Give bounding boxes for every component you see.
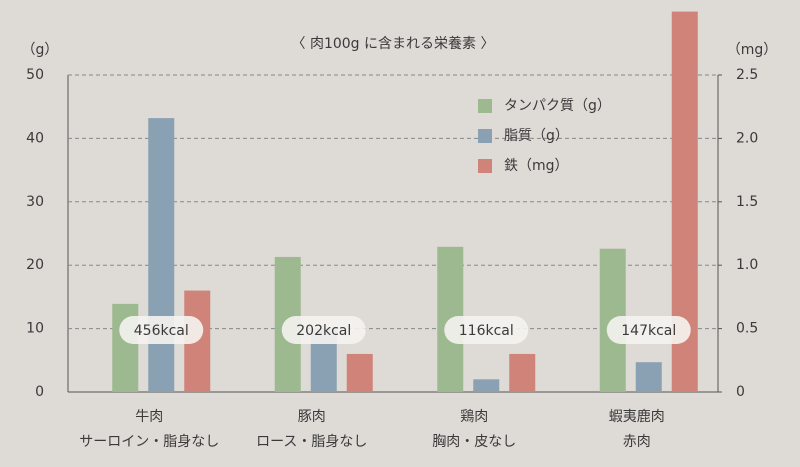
y2-tick-label: 2.5 bbox=[736, 67, 758, 83]
calorie-pill bbox=[281, 316, 366, 344]
calorie-label: 456kcal bbox=[134, 323, 189, 339]
calorie-pill bbox=[606, 316, 691, 344]
y-axis-label: （g） bbox=[22, 42, 59, 58]
y2-tick-label: 1.0 bbox=[736, 257, 758, 273]
y2-tick-label: 2.0 bbox=[736, 130, 758, 146]
x-tick-label: 鶏肉 bbox=[460, 409, 488, 425]
y-tick-label: 30 bbox=[26, 194, 44, 210]
legend-label: タンパク質（g） bbox=[504, 98, 611, 114]
calorie-label: 147kcal bbox=[621, 323, 676, 339]
category-note: 赤肉 bbox=[623, 434, 651, 450]
bar bbox=[509, 353, 536, 392]
bar bbox=[148, 118, 175, 392]
calorie-pill bbox=[444, 316, 529, 344]
y-tick-label: 40 bbox=[26, 130, 44, 146]
y-tick-label: 10 bbox=[26, 321, 44, 337]
calorie-pill bbox=[119, 316, 204, 344]
legend-label: 鉄（mg） bbox=[504, 158, 569, 174]
y-tick-label: 20 bbox=[26, 257, 44, 273]
chart-title: 〈 肉100g に含まれる栄養素 〉 bbox=[292, 35, 495, 52]
y2-tick-label: 0 bbox=[736, 384, 745, 400]
y2-axis-label: （mg） bbox=[727, 42, 778, 58]
bar bbox=[473, 379, 500, 392]
legend-swatch bbox=[478, 99, 492, 113]
bar bbox=[346, 353, 373, 392]
x-tick-label: 豚肉 bbox=[298, 409, 326, 425]
calorie-label: 116kcal bbox=[459, 323, 514, 339]
y2-tick-label: 1.5 bbox=[736, 194, 758, 210]
y-tick-label: 50 bbox=[26, 67, 44, 83]
category-note: ロース・脂身なし bbox=[256, 434, 367, 450]
x-tick-label: 蝦夷鹿肉 bbox=[609, 408, 665, 425]
y-tick-label: 0 bbox=[35, 384, 44, 400]
calorie-label: 202kcal bbox=[296, 323, 351, 339]
category-note: 胸肉・皮なし bbox=[432, 434, 516, 450]
legend-label: 脂質（g） bbox=[504, 128, 569, 144]
legend-swatch bbox=[478, 159, 492, 173]
y2-tick-label: 0.5 bbox=[736, 321, 758, 337]
category-note: サーロイン・脂身なし bbox=[79, 434, 219, 450]
bar bbox=[635, 362, 662, 392]
legend-swatch bbox=[478, 129, 492, 143]
x-tick-label: 牛肉 bbox=[135, 409, 163, 425]
